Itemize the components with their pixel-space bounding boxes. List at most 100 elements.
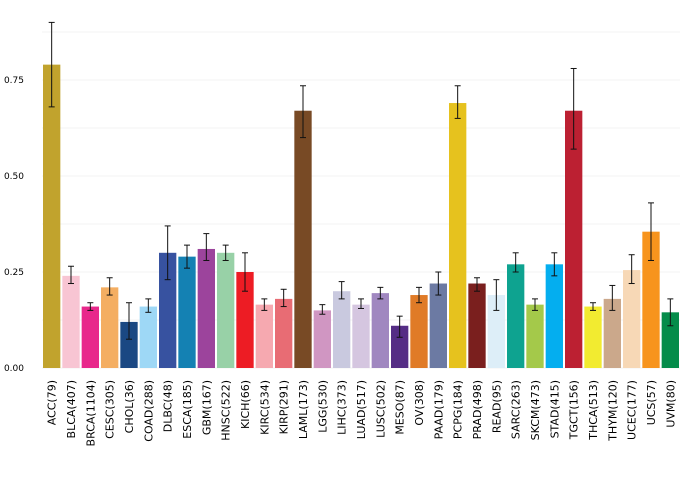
x-tick-label: COAD(288) — [142, 380, 155, 442]
bar — [255, 304, 273, 368]
bar — [526, 304, 544, 368]
x-tick-label: ACC(79) — [46, 380, 59, 425]
error-bar — [590, 302, 596, 311]
x-tick-label: MESO(87) — [394, 380, 407, 435]
error-bar — [648, 202, 654, 261]
bar — [545, 264, 563, 368]
bar — [487, 295, 505, 368]
error-bar — [261, 298, 268, 311]
x-tick-label: UVM(80) — [664, 380, 677, 428]
x-tick-label: KIRC(534) — [258, 380, 271, 435]
x-tick-label: LUAD(517) — [355, 380, 368, 439]
bar — [43, 64, 61, 368]
error-bars — [48, 21, 674, 340]
bar — [371, 293, 389, 368]
error-bar — [68, 265, 74, 285]
bar — [449, 103, 467, 368]
error-bar — [435, 271, 442, 296]
x-tick-label: CESC(305) — [104, 380, 117, 439]
bar — [62, 275, 80, 368]
bar — [159, 252, 177, 368]
error-bar — [377, 286, 384, 300]
x-tick-label: UCS(57) — [645, 380, 658, 425]
x-tick-label: SARC(263) — [510, 380, 523, 439]
error-bar — [667, 298, 674, 327]
bar — [584, 306, 602, 368]
error-bar — [319, 304, 326, 315]
error-bar — [87, 302, 94, 311]
error-bar — [416, 286, 422, 304]
x-tick-label: CHOL(36) — [123, 380, 136, 433]
y-axis-ticks: 0.00 0.25 0.50 0.75 — [4, 76, 24, 374]
bar — [623, 270, 641, 368]
error-bar — [396, 315, 403, 338]
bar — [333, 291, 351, 368]
error-bar — [203, 233, 210, 261]
error-bar — [358, 298, 364, 309]
bar — [294, 110, 312, 368]
bar — [565, 110, 583, 368]
error-bar — [493, 279, 500, 311]
error-bar — [570, 67, 577, 150]
bar — [661, 312, 679, 368]
error-bar — [532, 298, 538, 311]
bar — [468, 283, 486, 368]
error-bar — [222, 244, 229, 261]
error-bar — [145, 298, 152, 313]
x-tick-label: GBM(167) — [200, 380, 213, 435]
y-tick-label: 0.75 — [4, 76, 24, 86]
error-bar — [609, 284, 616, 311]
x-axis-labels: ACC(79) BLCA(407) BRCA(1104) CESC(305) CHOL(… — [46, 380, 678, 446]
bar — [391, 325, 409, 368]
x-tick-label: ESCA(185) — [181, 380, 194, 439]
bar — [81, 306, 99, 368]
error-bar — [551, 252, 558, 277]
y-tick-label: 0.50 — [4, 172, 24, 182]
x-tick-label: OV(308) — [413, 380, 426, 426]
error-bar — [48, 21, 55, 108]
bar — [120, 321, 138, 368]
bar — [603, 298, 621, 368]
bar — [313, 310, 331, 368]
error-bar — [338, 281, 345, 300]
x-tick-label: DLBC(48) — [162, 380, 175, 432]
x-tick-label: PRAD(498) — [471, 380, 484, 439]
error-bar — [512, 252, 519, 273]
bar — [217, 252, 235, 368]
x-tick-label: PAAD(179) — [432, 380, 445, 439]
bar — [197, 248, 215, 368]
bar — [507, 264, 525, 368]
x-tick-label: KIRP(291) — [278, 380, 291, 434]
error-bar — [126, 302, 132, 340]
x-tick-label: LGG(530) — [316, 380, 329, 433]
bar — [236, 272, 254, 368]
bar — [642, 231, 660, 368]
x-tick-label: THCA(513) — [587, 380, 600, 441]
bar — [352, 304, 370, 368]
bar — [178, 256, 196, 368]
x-tick-label: KICH(66) — [239, 380, 252, 429]
y-tick-label: 0.25 — [4, 268, 24, 278]
x-tick-label: STAD(415) — [548, 380, 561, 438]
error-bar — [300, 85, 306, 139]
error-bar — [474, 277, 480, 292]
error-bar — [628, 254, 635, 285]
x-tick-label: HNSC(522) — [220, 380, 233, 441]
x-tick-label: BRCA(1104) — [84, 380, 97, 446]
error-bar — [280, 288, 287, 308]
x-tick-label: SKCM(473) — [529, 380, 542, 440]
x-tick-label: UCEC(177) — [626, 380, 639, 440]
bar — [410, 295, 428, 368]
error-bar — [106, 277, 113, 296]
error-bar — [242, 252, 248, 292]
error-bar — [454, 85, 461, 119]
x-tick-label: BLCA(407) — [65, 380, 78, 438]
error-bar — [184, 244, 190, 269]
x-tick-label: LIHC(373) — [336, 380, 349, 435]
x-tick-label: READ(95) — [490, 380, 503, 433]
bar — [139, 306, 157, 368]
error-bar — [164, 225, 171, 281]
x-tick-label: LUSC(502) — [374, 380, 387, 438]
